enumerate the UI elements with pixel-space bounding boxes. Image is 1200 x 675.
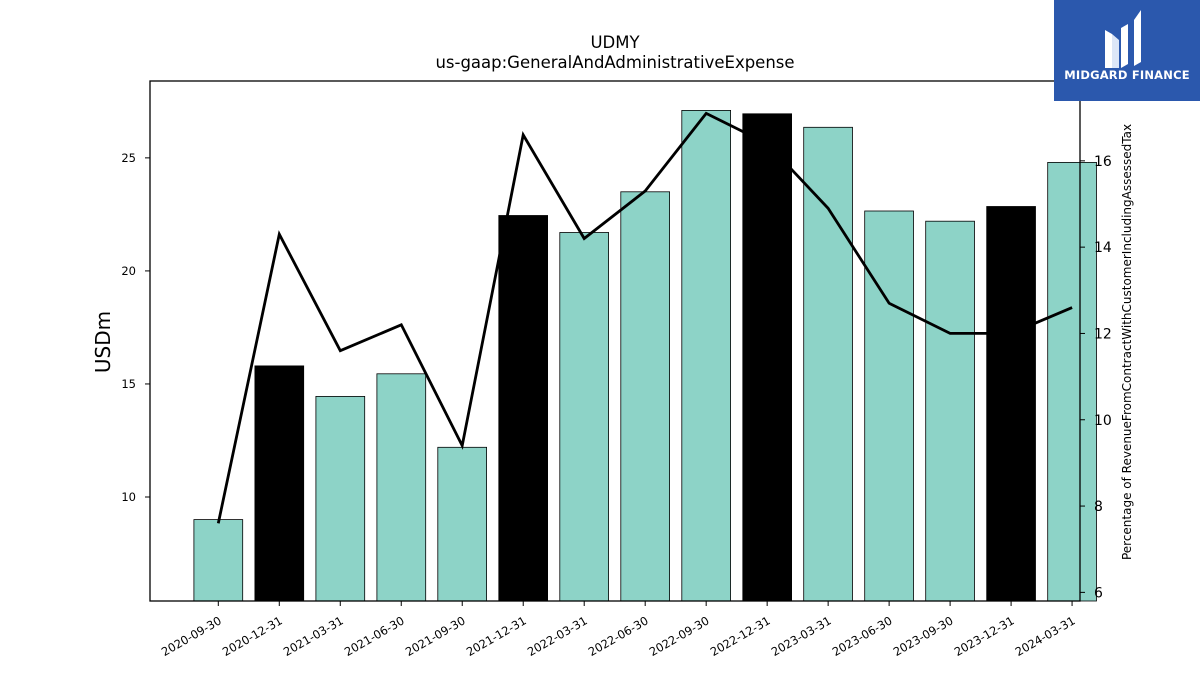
bar-2021-09-30 xyxy=(437,446,487,602)
y-tick-label: 15 xyxy=(121,377,136,391)
chart-title: UDMY xyxy=(590,33,640,52)
right-axis: 6 8 10 12 14 16 xyxy=(1080,154,1112,601)
bar-2022-06-30 xyxy=(620,191,670,602)
y2-tick-label: 10 xyxy=(1094,413,1112,429)
y2-tick-label: 14 xyxy=(1094,240,1112,256)
x-tick-label: 2023-06-30 xyxy=(830,613,895,659)
left-axis: 10 15 20 25 xyxy=(121,151,150,504)
bar-2024-03-31 xyxy=(1047,161,1097,602)
y2-tick-label: 12 xyxy=(1094,326,1112,342)
x-tick-label: 2021-09-30 xyxy=(403,613,468,659)
x-tick-label: 2022-09-30 xyxy=(647,613,712,659)
plot-frame xyxy=(149,80,1081,602)
y2-tick-label: 16 xyxy=(1094,154,1112,170)
chart-subtitle: us-gaap:GeneralAndAdministrativeExpense xyxy=(435,53,794,72)
y-tick-label: 20 xyxy=(121,264,136,278)
x-axis: 2020-09-302020-12-312021-03-312021-06-30… xyxy=(159,601,1078,659)
bar-2022-03-31 xyxy=(559,232,609,602)
x-tick-label: 2022-06-30 xyxy=(586,613,651,659)
x-tick-label: 2022-12-31 xyxy=(708,613,773,659)
bar-2022-12-31 xyxy=(742,113,792,602)
y2-tick-label: 6 xyxy=(1094,585,1103,601)
x-tick-label: 2020-09-30 xyxy=(159,613,224,659)
bar-2020-09-30 xyxy=(193,519,244,602)
x-tick-label: 2021-03-31 xyxy=(281,613,346,659)
x-tick-label: 2021-12-31 xyxy=(464,613,529,659)
bar-2023-03-31 xyxy=(803,126,853,602)
bar-2023-12-31 xyxy=(986,206,1036,602)
bar-2021-06-30 xyxy=(376,373,427,602)
x-tick-label: 2023-09-30 xyxy=(891,613,956,659)
logo-text: MIDGARD FINANCE xyxy=(1064,68,1190,82)
x-tick-label: 2023-03-31 xyxy=(769,613,834,659)
x-tick-label: 2024-03-31 xyxy=(1013,613,1078,659)
percentage-line xyxy=(216,111,1073,524)
midgard-finance-logo: MIDGARD FINANCE xyxy=(1054,0,1200,101)
bar-2020-12-31 xyxy=(254,365,305,602)
y-tick-label: 25 xyxy=(121,151,136,165)
bar-2022-09-30 xyxy=(681,110,731,602)
bar-2023-06-30 xyxy=(864,210,914,602)
secondary-y-axis-label: Percentage of RevenueFromContractWithCus… xyxy=(1120,124,1134,560)
logo-mark-icon xyxy=(1105,10,1141,68)
line-series xyxy=(216,111,1073,524)
bar-series xyxy=(193,110,1097,602)
x-tick-label: 2022-03-31 xyxy=(525,613,590,659)
x-tick-label: 2023-12-31 xyxy=(952,613,1017,659)
y-tick-label: 10 xyxy=(121,490,136,504)
bar-2021-03-31 xyxy=(315,395,366,602)
x-tick-label: 2020-12-31 xyxy=(220,613,285,659)
y2-tick-label: 8 xyxy=(1094,499,1103,515)
bar-2023-09-30 xyxy=(925,220,975,602)
bar-2021-12-31 xyxy=(498,215,548,602)
y-axis-label: USDm xyxy=(91,311,115,373)
x-tick-label: 2021-06-30 xyxy=(342,613,407,659)
